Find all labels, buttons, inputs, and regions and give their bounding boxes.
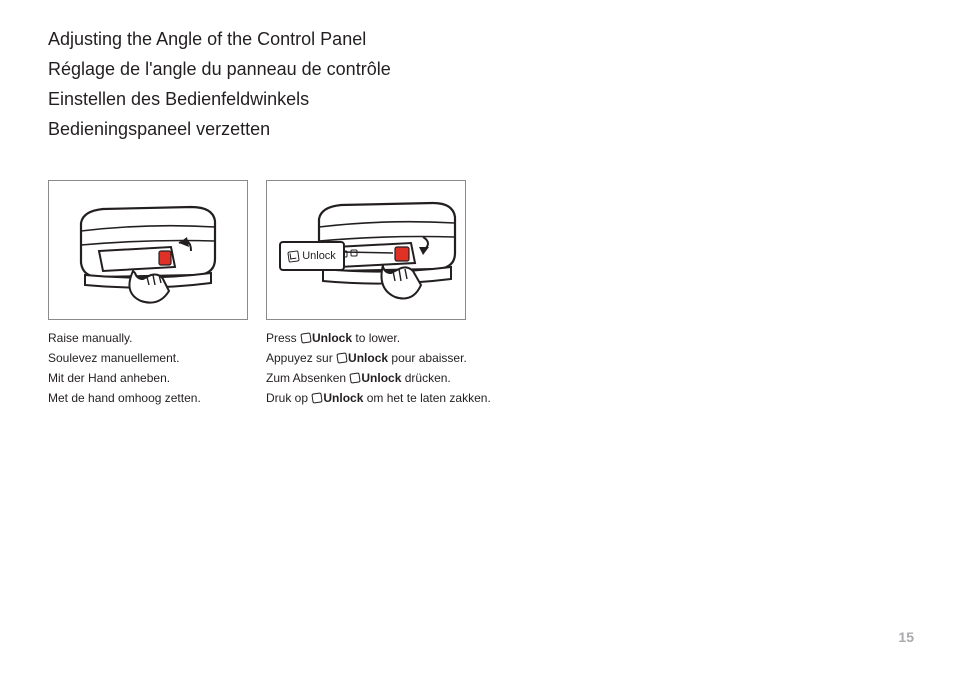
caption-2-en: Press Unlock to lower.	[266, 328, 491, 348]
figures-row: Raise manually. Soulevez manuellement. M…	[48, 180, 491, 408]
caption-text: Appuyez sur	[266, 351, 336, 365]
page: Adjusting the Angle of the Control Panel…	[0, 0, 954, 673]
caption-1-de: Mit der Hand anheben.	[48, 368, 248, 388]
unlock-inline-icon	[312, 392, 323, 403]
caption-1-en: Raise manually.	[48, 328, 248, 348]
heading-nl: Bedieningspaneel verzetten	[48, 114, 391, 144]
figure-1-image	[48, 180, 248, 320]
heading-fr: Réglage de l'angle du panneau de contrôl…	[48, 54, 391, 84]
caption-bold: Unlock	[361, 371, 401, 385]
heading-block: Adjusting the Angle of the Control Panel…	[48, 24, 391, 144]
unlock-callout: Unlock	[279, 241, 345, 271]
caption-text: Press	[266, 331, 300, 345]
unlock-inline-icon	[336, 352, 347, 363]
caption-1-fr: Soulevez manuellement.	[48, 348, 248, 368]
unlock-callout-label: Unlock	[302, 250, 336, 262]
caption-text: om het te laten zakken.	[363, 391, 490, 405]
caption-text: drücken.	[401, 371, 450, 385]
caption-bold: Unlock	[323, 391, 363, 405]
printer-raise-icon	[63, 193, 233, 308]
unlock-inline-icon	[350, 372, 361, 383]
caption-text: Druk op	[266, 391, 311, 405]
caption-2-fr: Appuyez sur Unlock pour abaisser.	[266, 348, 491, 368]
caption-2-de: Zum Absenken Unlock drücken.	[266, 368, 491, 388]
caption-1-nl: Met de hand omhoog zetten.	[48, 388, 248, 408]
caption-text: Zum Absenken	[266, 371, 349, 385]
caption-bold: Unlock	[348, 351, 388, 365]
heading-en: Adjusting the Angle of the Control Panel	[48, 24, 391, 54]
caption-text: pour abaisser.	[388, 351, 467, 365]
unlock-inline-icon	[300, 332, 311, 343]
caption-text: to lower.	[352, 331, 400, 345]
page-number: 15	[898, 629, 914, 645]
figure-2-captions: Press Unlock to lower. Appuyez sur Unloc…	[266, 328, 491, 408]
unlock-icon	[287, 250, 299, 262]
caption-bold: Unlock	[312, 331, 352, 345]
figure-2: Unlock	[266, 180, 491, 408]
figure-1-captions: Raise manually. Soulevez manuellement. M…	[48, 328, 248, 408]
caption-2-nl: Druk op Unlock om het te laten zakken.	[266, 388, 491, 408]
heading-de: Einstellen des Bedienfeldwinkels	[48, 84, 391, 114]
figure-2-image: Unlock	[266, 180, 466, 320]
figure-1: Raise manually. Soulevez manuellement. M…	[48, 180, 248, 408]
